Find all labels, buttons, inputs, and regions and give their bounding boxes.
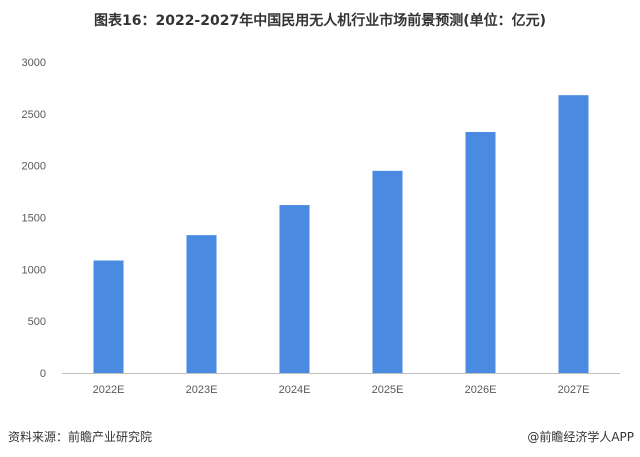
bar-2027E xyxy=(558,95,589,373)
y-tick-label: 0 xyxy=(40,368,46,380)
x-tick-label: 2025E xyxy=(372,384,404,396)
bar-2022E xyxy=(93,260,124,373)
x-tick-label: 2027E xyxy=(558,384,590,396)
chart-title: 图表16：2022-2027年中国民用无人机行业市场前景预测(单位：亿元) xyxy=(93,13,547,29)
x-tick-label: 2022E xyxy=(93,384,125,396)
y-tick-label: 500 xyxy=(28,316,46,328)
bar-2026E xyxy=(465,131,496,373)
bar-2025E xyxy=(372,170,403,373)
y-tick-label: 3000 xyxy=(22,57,46,69)
y-tick-label: 2500 xyxy=(22,109,46,121)
bar-2023E xyxy=(186,235,217,373)
y-axis: 0 500 1000 1500 2000 2500 3000 xyxy=(22,57,46,380)
y-tick-label: 1500 xyxy=(22,213,46,225)
x-axis: 2022E 2023E 2024E 2025E 2026E 2027E xyxy=(93,384,590,396)
x-tick-label: 2026E xyxy=(465,384,497,396)
y-tick-label: 1000 xyxy=(22,264,46,276)
x-tick-label: 2024E xyxy=(279,384,311,396)
bar-2024E xyxy=(279,205,310,373)
source-note: 资料来源：前瞻产业研究院 xyxy=(8,430,153,444)
brand-credit: @前瞻经济学人APP xyxy=(527,430,634,444)
x-tick-label: 2023E xyxy=(186,384,218,396)
y-tick-label: 2000 xyxy=(22,161,46,173)
bar-series xyxy=(93,95,589,373)
